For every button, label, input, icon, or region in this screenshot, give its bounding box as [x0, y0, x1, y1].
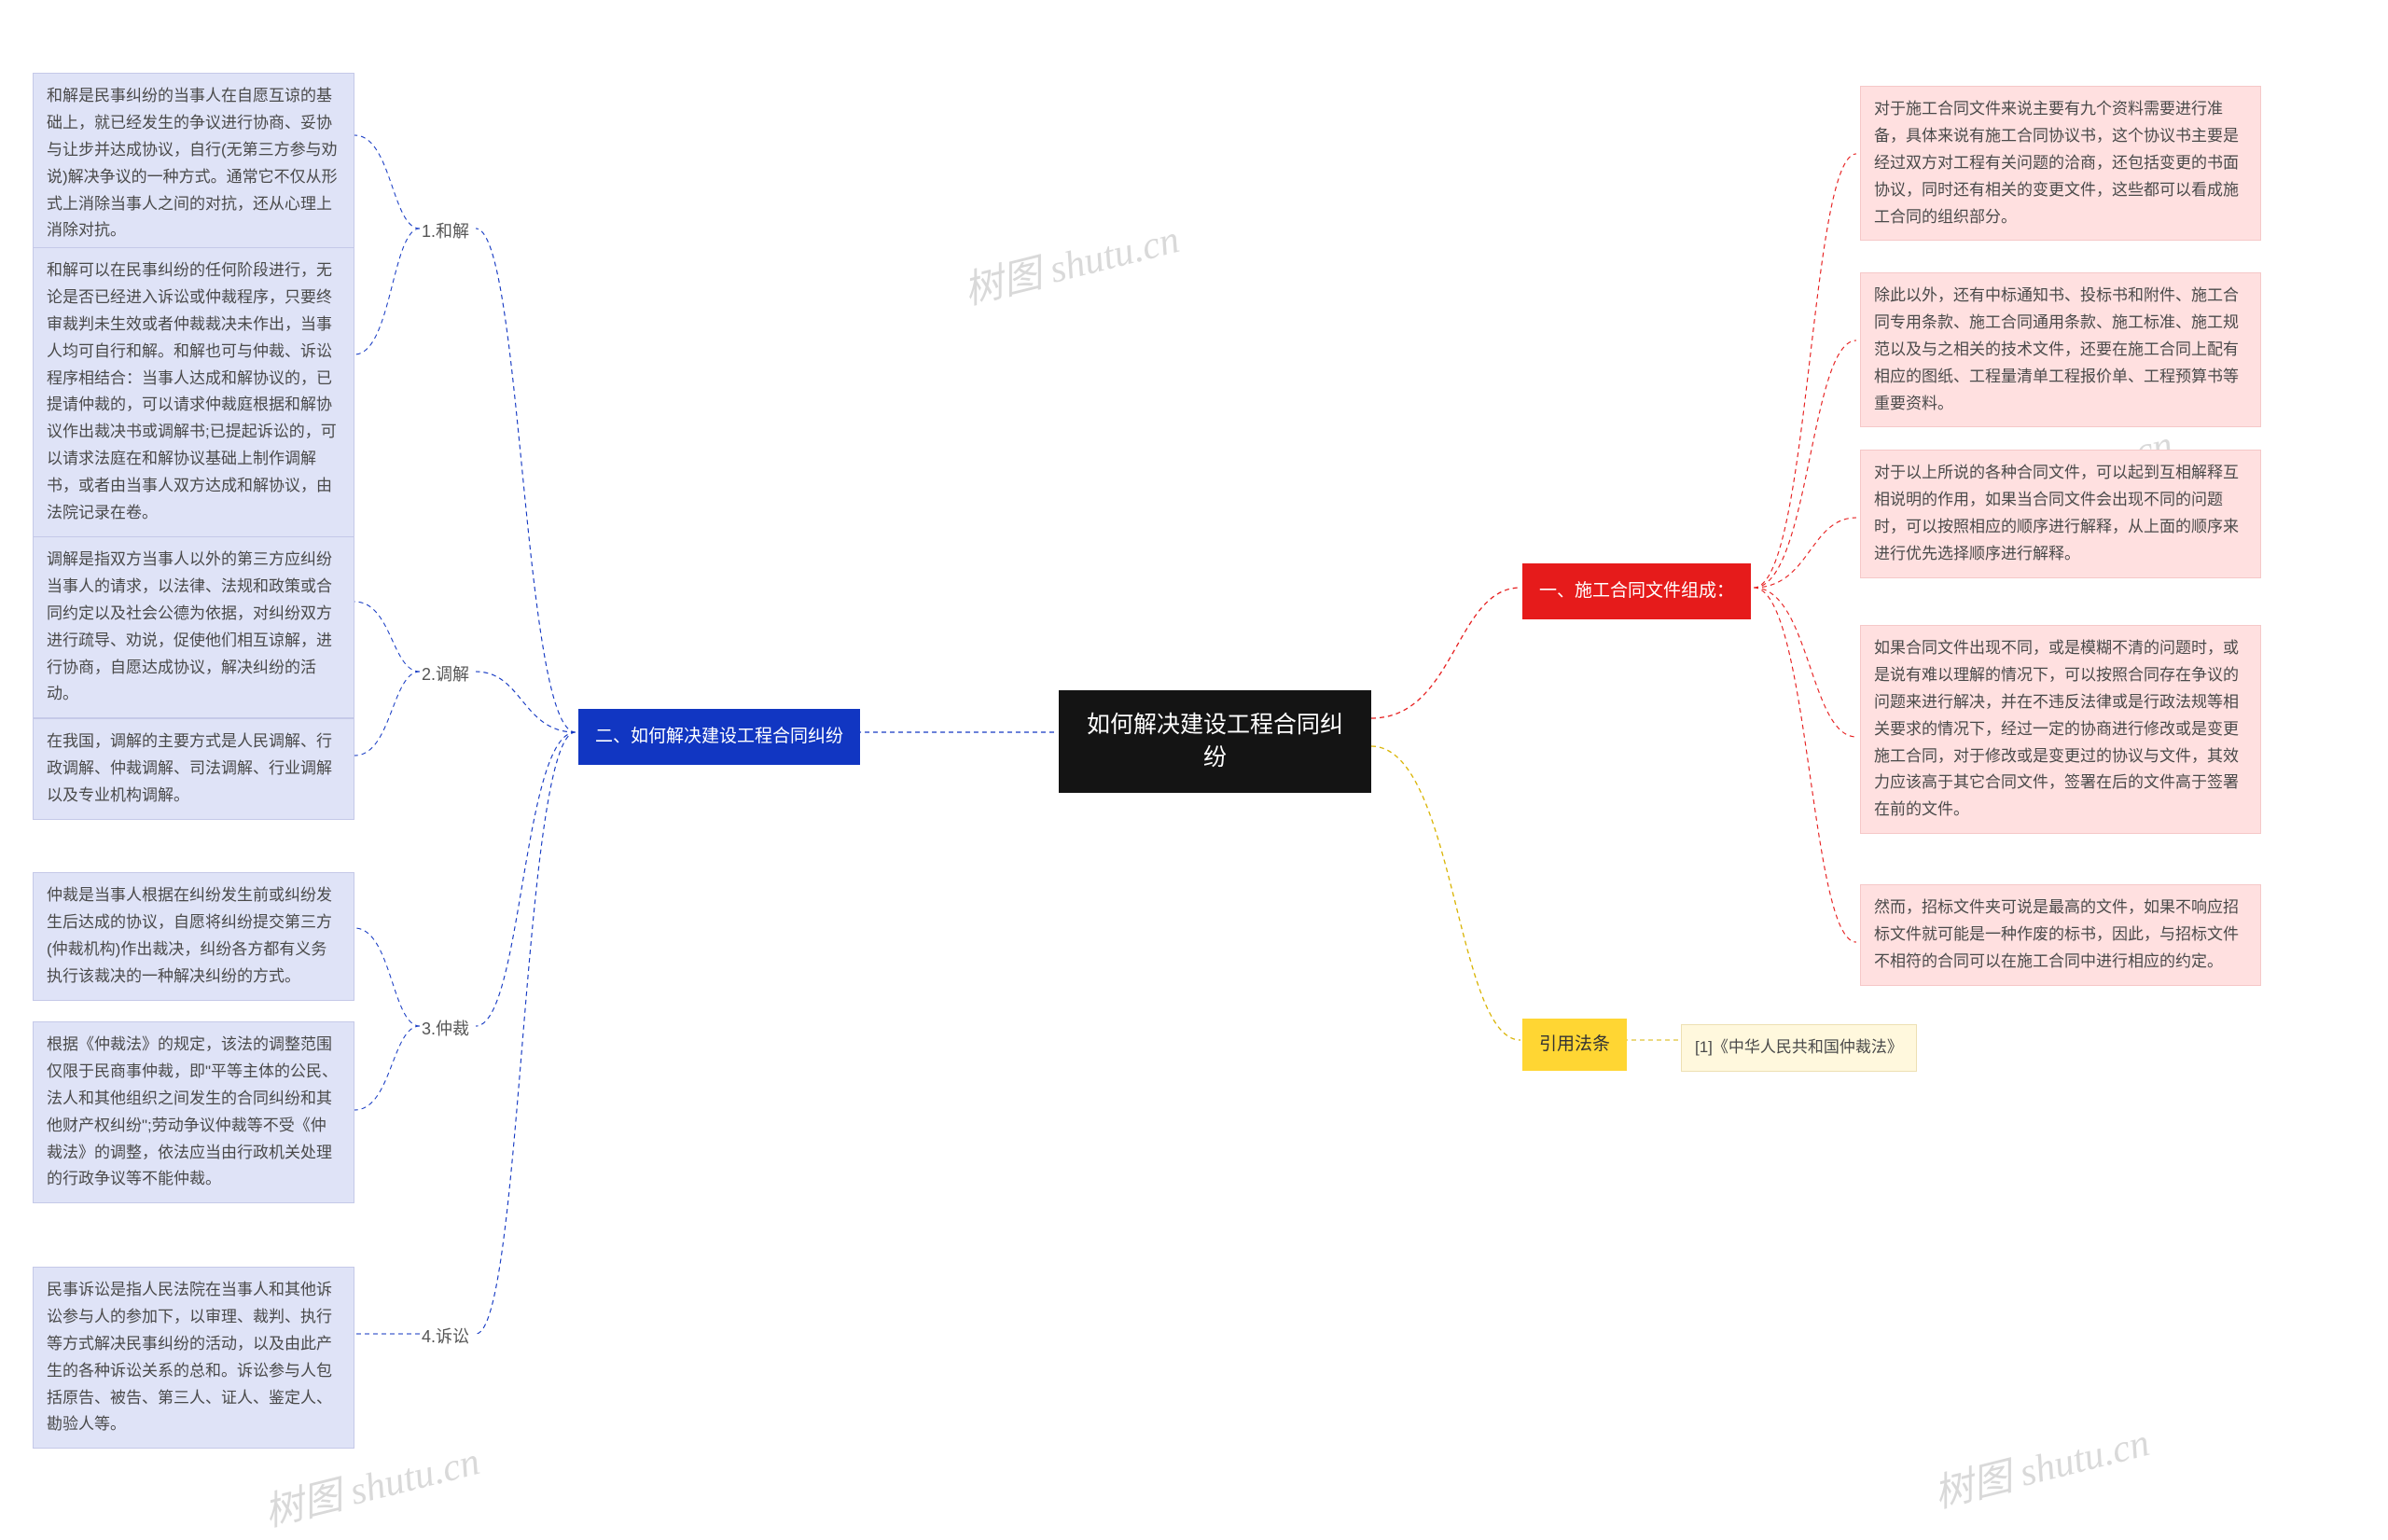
branch-cited-law: 引用法条	[1522, 1019, 1627, 1071]
center-node: 如何解决建设工程合同纠 纷	[1059, 690, 1371, 793]
branch-contract-files: 一、施工合同文件组成：	[1522, 563, 1751, 619]
leaf-blue: 仲裁是当事人根据在纠纷发生前或纠纷发生后达成的协议，自愿将纠纷提交第三方(仲裁机…	[33, 872, 354, 1001]
leaf-blue: 和解可以在民事纠纷的任何阶段进行，无论是否已经进入诉讼或仲裁程序，只要终审裁判未…	[33, 247, 354, 537]
leaf-pink: 对于以上所说的各种合同文件，可以起到互相解释互相说明的作用，如果当合同文件会出现…	[1860, 450, 2261, 578]
branch-resolve-dispute: 二、如何解决建设工程合同纠纷	[578, 709, 860, 765]
mindmap-canvas: 树图 shutu.cn 树图 shutu.cn 树图 shutu.cn 树图 s…	[0, 0, 2388, 1540]
sub-label-tiaojie: 2.调解	[422, 661, 469, 686]
leaf-pink: 然而，招标文件夹可说是最高的文件，如果不响应招标文件就可能是一种作废的标书，因此…	[1860, 884, 2261, 986]
leaf-blue: 民事诉讼是指人民法院在当事人和其他诉讼参与人的参加下，以审理、裁判、执行等方式解…	[33, 1267, 354, 1449]
watermark: 树图 shutu.cn	[1927, 1410, 2154, 1519]
leaf-pink: 除此以外，还有中标通知书、投标书和附件、施工合同专用条款、施工合同通用条款、施工…	[1860, 272, 2261, 427]
watermark: 树图 shutu.cn	[957, 207, 1184, 315]
leaf-blue: 根据《仲裁法》的规定，该法的调整范围仅限于民商事仲裁，即"平等主体的公民、法人和…	[33, 1021, 354, 1203]
leaf-blue: 和解是民事纠纷的当事人在自愿互谅的基础上，就已经发生的争议进行协商、妥协与让步并…	[33, 73, 354, 255]
leaf-pink: 如果合同文件出现不同，或是模糊不清的问题时，或是说有难以理解的情况下，可以按照合…	[1860, 625, 2261, 834]
leaf-pink: 对于施工合同文件来说主要有九个资料需要进行准备，具体来说有施工合同协议书，这个协…	[1860, 86, 2261, 241]
leaf-blue: 调解是指双方当事人以外的第三方应纠纷当事人的请求，以法律、法规和政策或合同约定以…	[33, 536, 354, 718]
sub-label-zhongcai: 3.仲裁	[422, 1016, 469, 1040]
sub-label-susong: 4.诉讼	[422, 1324, 469, 1348]
leaf-cream-law: [1]《中华人民共和国仲裁法》	[1681, 1024, 1917, 1072]
sub-label-hejie: 1.和解	[422, 218, 469, 243]
leaf-blue: 在我国，调解的主要方式是人民调解、行政调解、仲裁调解、司法调解、行业调解以及专业…	[33, 718, 354, 820]
